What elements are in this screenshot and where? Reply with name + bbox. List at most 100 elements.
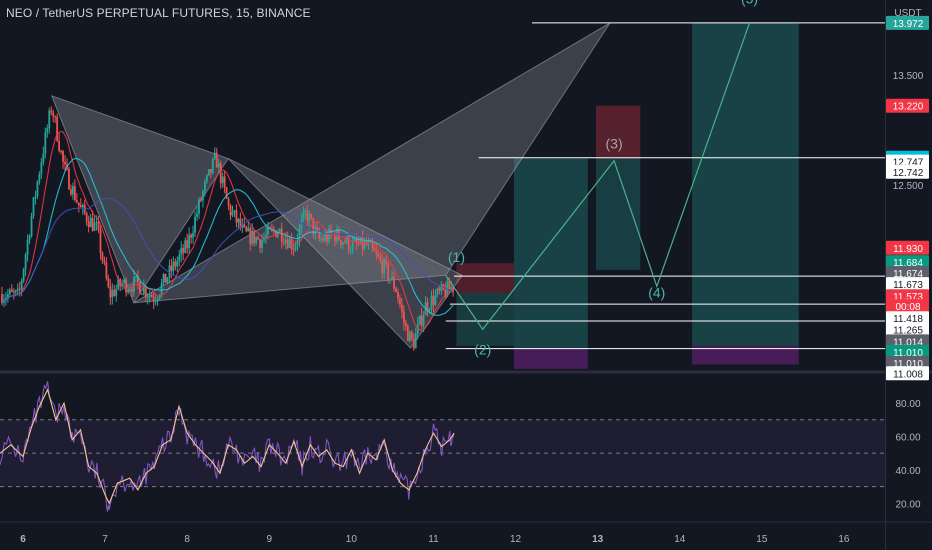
candle[interactable] — [395, 286, 397, 293]
candle[interactable] — [30, 212, 33, 238]
candle[interactable] — [22, 267, 25, 284]
candle[interactable] — [131, 282, 133, 298]
ma-slow-line[interactable] — [1, 197, 454, 304]
candle[interactable] — [278, 227, 281, 233]
candle[interactable] — [198, 197, 200, 219]
position-box-3[interactable] — [596, 105, 641, 270]
price-tag[interactable]: 00:08 — [886, 299, 929, 314]
candle[interactable] — [355, 233, 358, 251]
candle[interactable] — [93, 216, 96, 232]
candle[interactable] — [75, 193, 78, 204]
candle[interactable] — [397, 288, 399, 304]
candle[interactable] — [62, 150, 64, 169]
wave-label[interactable]: (1) — [448, 249, 465, 265]
candle[interactable] — [64, 154, 66, 171]
candle[interactable] — [10, 284, 13, 293]
candle[interactable] — [140, 293, 143, 295]
candle[interactable] — [328, 224, 330, 244]
candle[interactable] — [322, 234, 325, 243]
candle[interactable] — [213, 147, 216, 161]
price-tag[interactable]: 11.010 — [886, 344, 929, 359]
candle[interactable] — [412, 333, 415, 351]
candle[interactable] — [70, 184, 72, 197]
candle[interactable] — [432, 288, 435, 313]
candle[interactable] — [233, 209, 236, 218]
candle[interactable] — [137, 270, 139, 290]
candle[interactable] — [399, 294, 401, 309]
candle[interactable] — [418, 315, 421, 326]
price-tag[interactable]: 11.930 — [886, 240, 929, 255]
candle[interactable] — [406, 323, 409, 342]
candle[interactable] — [359, 236, 362, 245]
candle[interactable] — [103, 256, 106, 266]
candle[interactable] — [28, 234, 31, 245]
candle[interactable] — [164, 273, 167, 283]
candle[interactable] — [129, 283, 131, 293]
candle[interactable] — [190, 232, 193, 244]
candle[interactable] — [127, 283, 129, 295]
candle[interactable] — [24, 252, 27, 277]
price-tag[interactable]: 11.265 — [886, 322, 929, 337]
candle[interactable] — [229, 203, 232, 221]
candle[interactable] — [58, 133, 61, 153]
candle[interactable] — [178, 249, 181, 267]
candle[interactable] — [125, 277, 128, 297]
candle[interactable] — [318, 227, 321, 242]
candle[interactable] — [115, 284, 118, 302]
candle[interactable] — [339, 239, 342, 249]
candle[interactable] — [290, 232, 293, 255]
price-tag[interactable]: 13.220 — [886, 98, 929, 113]
candle[interactable] — [209, 168, 212, 179]
candle[interactable] — [38, 171, 41, 185]
candle[interactable] — [221, 172, 224, 188]
candle[interactable] — [192, 225, 194, 244]
price-tag[interactable]: 11.673 — [886, 277, 929, 292]
candle[interactable] — [255, 236, 258, 246]
candle[interactable] — [320, 232, 323, 243]
elliott-wave-path[interactable] — [445, 22, 751, 331]
candle[interactable] — [393, 271, 395, 292]
candle[interactable] — [172, 256, 175, 276]
candle[interactable] — [267, 221, 269, 240]
candle[interactable] — [304, 208, 307, 219]
candle[interactable] — [414, 327, 417, 349]
candle[interactable] — [204, 178, 206, 197]
candle[interactable] — [79, 198, 82, 208]
candle[interactable] — [152, 290, 155, 310]
candle[interactable] — [280, 222, 283, 249]
candle[interactable] — [438, 285, 441, 295]
candle[interactable] — [174, 258, 177, 271]
candle[interactable] — [16, 283, 19, 296]
candle[interactable] — [312, 217, 315, 239]
candle[interactable] — [310, 213, 313, 220]
candle[interactable] — [109, 279, 112, 306]
candle[interactable] — [8, 287, 11, 298]
candle[interactable] — [306, 204, 309, 227]
candle[interactable] — [188, 227, 191, 255]
candle[interactable] — [107, 274, 110, 289]
candle[interactable] — [408, 330, 411, 343]
candle[interactable] — [97, 216, 100, 234]
candle[interactable] — [26, 234, 29, 262]
candle[interactable] — [253, 230, 256, 247]
candle[interactable] — [81, 203, 84, 215]
candle[interactable] — [440, 281, 443, 295]
position-box-2[interactable] — [513, 158, 588, 369]
candle[interactable] — [54, 115, 57, 123]
candle[interactable] — [156, 297, 159, 306]
candle[interactable] — [436, 287, 439, 298]
candle[interactable] — [401, 297, 403, 319]
candle[interactable] — [5, 291, 7, 306]
position-target-zone[interactable] — [596, 158, 641, 270]
candle[interactable] — [205, 174, 208, 184]
candle[interactable] — [105, 257, 108, 281]
candle[interactable] — [302, 206, 305, 222]
candle[interactable] — [434, 289, 437, 307]
candle[interactable] — [36, 180, 39, 200]
candle[interactable] — [162, 273, 165, 287]
candle[interactable] — [422, 311, 425, 333]
candle[interactable] — [381, 253, 384, 279]
price-tag[interactable]: 11.418 — [886, 311, 929, 326]
price-tag[interactable]: 11.674 — [886, 266, 929, 281]
candle[interactable] — [168, 259, 171, 284]
